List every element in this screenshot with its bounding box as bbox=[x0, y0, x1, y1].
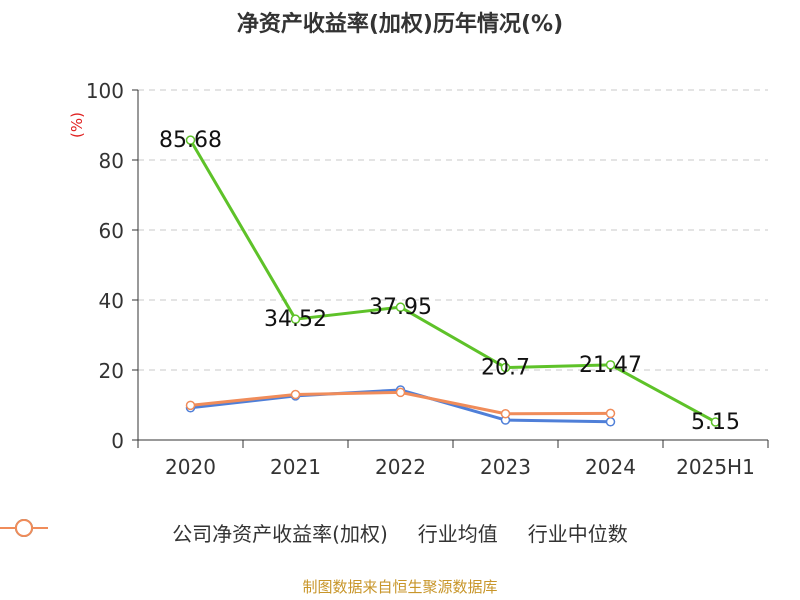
data-point-2 bbox=[395, 387, 406, 398]
data-point-0 bbox=[500, 362, 511, 373]
x-tick-label: 2020 bbox=[165, 455, 216, 479]
data-point-0 bbox=[185, 135, 196, 145]
data-point-1 bbox=[605, 417, 616, 427]
data-point-2 bbox=[500, 409, 511, 419]
legend-label-industry-mean: 行业均值 bbox=[417, 522, 498, 546]
data-label: 20.7 bbox=[481, 356, 530, 381]
source-note: 制图数据来自恒生聚源数据库 bbox=[302, 578, 498, 596]
data-label: 34.52 bbox=[264, 307, 327, 332]
data-point-2 bbox=[185, 400, 196, 411]
y-tick-label: 80 bbox=[99, 149, 124, 173]
chart-legend: 公司净资产收益率(加权) 行业均值 行业中位数 bbox=[0, 518, 800, 547]
legend-label-industry-median: 行业中位数 bbox=[527, 522, 628, 546]
data-point-0 bbox=[290, 314, 301, 324]
legend-item-industry-mean[interactable]: 行业均值 bbox=[0, 518, 498, 547]
legend-item-industry-median[interactable]: 行业中位数 bbox=[0, 518, 628, 547]
x-tick-label: 2024 bbox=[585, 455, 636, 479]
data-point-0 bbox=[395, 302, 406, 312]
y-tick-label: 100 bbox=[86, 79, 124, 103]
series-line-0 bbox=[189, 139, 717, 424]
y-axis-label: (%) bbox=[68, 112, 86, 138]
data-label: 21.47 bbox=[579, 353, 642, 378]
y-tick-label: 20 bbox=[99, 359, 124, 383]
x-tick-label: 2021 bbox=[270, 455, 321, 479]
chart-title: 净资产收益率(加权)历年情况(%) bbox=[236, 12, 564, 37]
legend-item-company-roe[interactable]: 公司净资产收益率(加权) bbox=[0, 518, 388, 547]
data-label: 5.15 bbox=[691, 410, 740, 435]
data-label: 85.68 bbox=[159, 128, 222, 153]
data-point-2 bbox=[290, 389, 301, 400]
data-point-0 bbox=[710, 417, 721, 427]
x-tick-label: 2022 bbox=[375, 455, 426, 479]
x-tick-label: 2025H1 bbox=[676, 455, 755, 479]
y-tick-label: 60 bbox=[99, 219, 124, 243]
data-point-2 bbox=[605, 408, 616, 419]
legend-swatch-industry-median bbox=[0, 519, 48, 537]
data-label: 37.95 bbox=[369, 295, 432, 320]
y-tick-label: 0 bbox=[111, 429, 124, 453]
legend-label-company-roe: 公司净资产收益率(加权) bbox=[172, 522, 388, 546]
y-tick-label: 40 bbox=[99, 289, 124, 313]
x-tick-label: 2023 bbox=[480, 455, 531, 479]
data-point-0 bbox=[605, 360, 616, 370]
